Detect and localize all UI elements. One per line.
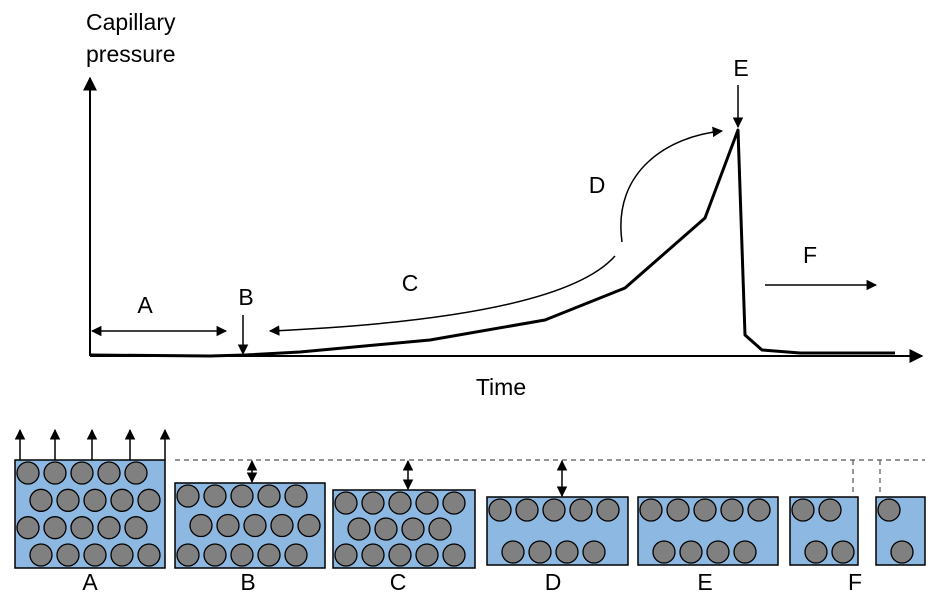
panel-label: D (545, 569, 562, 595)
particle (666, 498, 690, 522)
particle (818, 498, 842, 522)
particle (203, 543, 227, 567)
particle (216, 513, 240, 538)
stage-label: C (402, 270, 419, 296)
particle (804, 540, 828, 564)
particle (137, 543, 161, 567)
particle (110, 543, 134, 567)
particle (582, 540, 606, 564)
particle (124, 461, 148, 485)
panel-label: E (697, 569, 712, 595)
particle (747, 498, 771, 522)
particle (374, 517, 398, 541)
panel-label: F (848, 569, 862, 595)
panel-label: B (240, 569, 255, 595)
particle (257, 543, 281, 567)
particle (43, 461, 67, 485)
particle (515, 498, 539, 522)
particle (83, 543, 107, 567)
particle (569, 498, 593, 522)
particle (388, 491, 412, 515)
stage-label: E (733, 55, 748, 81)
particle (890, 540, 914, 564)
particle (43, 516, 67, 540)
particle (877, 498, 901, 522)
particle (137, 488, 161, 512)
particle (488, 498, 512, 522)
stage-arrow (620, 126, 724, 243)
particle (442, 491, 466, 515)
particle (555, 540, 579, 564)
pressure-curve (89, 128, 895, 358)
particle (542, 498, 566, 522)
particle (56, 543, 80, 567)
particle (679, 540, 703, 564)
particle (401, 517, 425, 541)
stage-label: D (589, 172, 606, 198)
panel-label: C (390, 569, 407, 595)
stage-label: F (803, 242, 817, 268)
particle (831, 540, 855, 564)
stage-label: A (137, 292, 153, 318)
particle (284, 484, 308, 508)
particle (528, 540, 552, 564)
particle (16, 461, 40, 485)
particle (257, 484, 281, 508)
particle (70, 461, 94, 485)
particle (361, 491, 385, 515)
panel-label: A (82, 569, 98, 595)
particle (16, 516, 40, 540)
particle (110, 488, 134, 512)
particle (388, 543, 412, 567)
particle (230, 484, 254, 508)
particle (334, 491, 358, 515)
particle (720, 498, 744, 522)
particle (203, 484, 227, 508)
particle (270, 513, 294, 538)
particle (97, 461, 121, 485)
particle (442, 543, 466, 567)
particle (334, 543, 358, 567)
particle (415, 491, 439, 515)
particle (791, 498, 815, 522)
particle (596, 498, 620, 522)
particle (733, 540, 757, 564)
panels: A B C D E F (14, 428, 926, 595)
particle (243, 513, 267, 538)
particle (361, 543, 385, 567)
particle (230, 543, 254, 567)
x-axis-label: Time (476, 374, 526, 400)
particle (297, 513, 321, 538)
particle (97, 516, 121, 540)
particle (29, 543, 53, 567)
particle (652, 540, 676, 564)
particle (693, 498, 717, 522)
particle (415, 543, 439, 567)
particle (176, 484, 200, 508)
particle (176, 543, 200, 567)
particle (347, 517, 371, 541)
particle (56, 488, 80, 512)
stage-label: B (238, 284, 253, 310)
particle (639, 498, 663, 522)
particle (284, 543, 308, 567)
particle (428, 517, 452, 541)
stage-arrow (268, 255, 616, 336)
particle (70, 516, 94, 540)
y-axis-label: pressure (86, 41, 175, 67)
particle (706, 540, 730, 564)
particle (501, 540, 525, 564)
particle (83, 488, 107, 512)
particle (124, 516, 148, 540)
particle (189, 513, 213, 538)
particle (29, 488, 53, 512)
y-axis-label: Capillary (86, 9, 176, 35)
